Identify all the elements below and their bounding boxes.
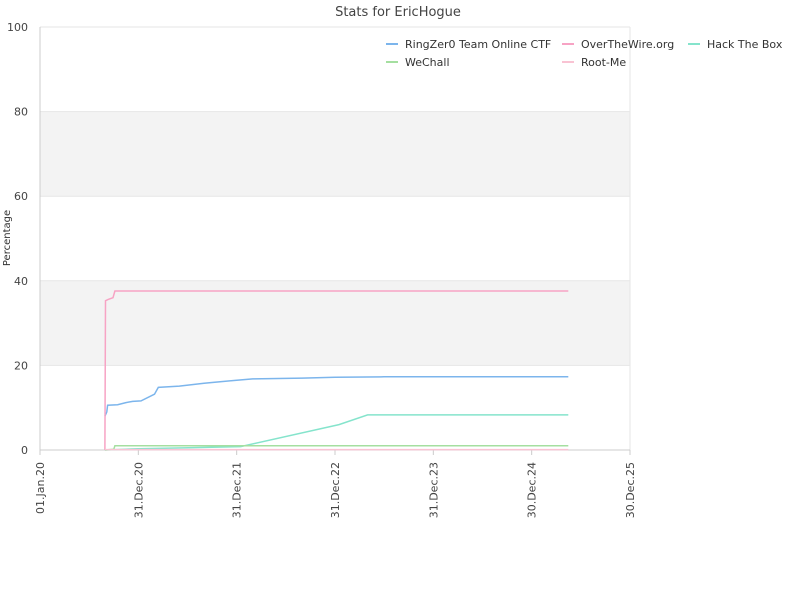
x-axis-ticks: 01.Jan.20 31.Dec.20 31.Dec.21 31.Dec.22 31.D… (34, 450, 637, 518)
y-tick-label: 80 (14, 106, 28, 119)
x-tick-label: 30.Dec.24 (526, 462, 539, 518)
series-line (104, 414, 569, 451)
grid-lines (40, 26, 630, 451)
axes (39, 27, 631, 451)
legend-item: Hack The Box (707, 38, 783, 51)
y-axis-ticks: 0 20 40 60 80 100 (7, 21, 28, 457)
legend-item: OverTheWire.org (581, 38, 674, 51)
x-tick-label: 01.Jan.20 (34, 462, 47, 514)
legend-item: Root-Me (581, 56, 626, 69)
x-tick-label: 30.Dec.25 (624, 462, 637, 518)
series-line (104, 376, 569, 417)
legend-item: RingZer0 Team Online CTF (405, 38, 551, 51)
legend: RingZer0 Team Online CTF OverTheWire.org H… (386, 38, 783, 69)
grid-bands (40, 111, 630, 366)
series-lines (104, 290, 569, 451)
chart-title: Stats for EricHogue (335, 5, 461, 20)
x-tick-label: 31.Dec.21 (231, 462, 244, 518)
series-line (104, 290, 569, 451)
y-tick-label: 100 (7, 21, 28, 34)
x-tick-label: 31.Dec.22 (329, 462, 342, 518)
y-tick-label: 60 (14, 190, 28, 203)
y-axis-label: Percentage (2, 210, 13, 266)
legend-item: WeChall (405, 56, 450, 69)
x-tick-label: 31.Dec.23 (427, 462, 440, 518)
grid-band (40, 111, 630, 197)
grid-band (40, 280, 630, 366)
y-tick-label: 40 (14, 275, 28, 288)
x-tick-label: 31.Dec.20 (132, 462, 145, 518)
y-tick-label: 0 (21, 444, 28, 457)
y-tick-label: 20 (14, 359, 28, 372)
